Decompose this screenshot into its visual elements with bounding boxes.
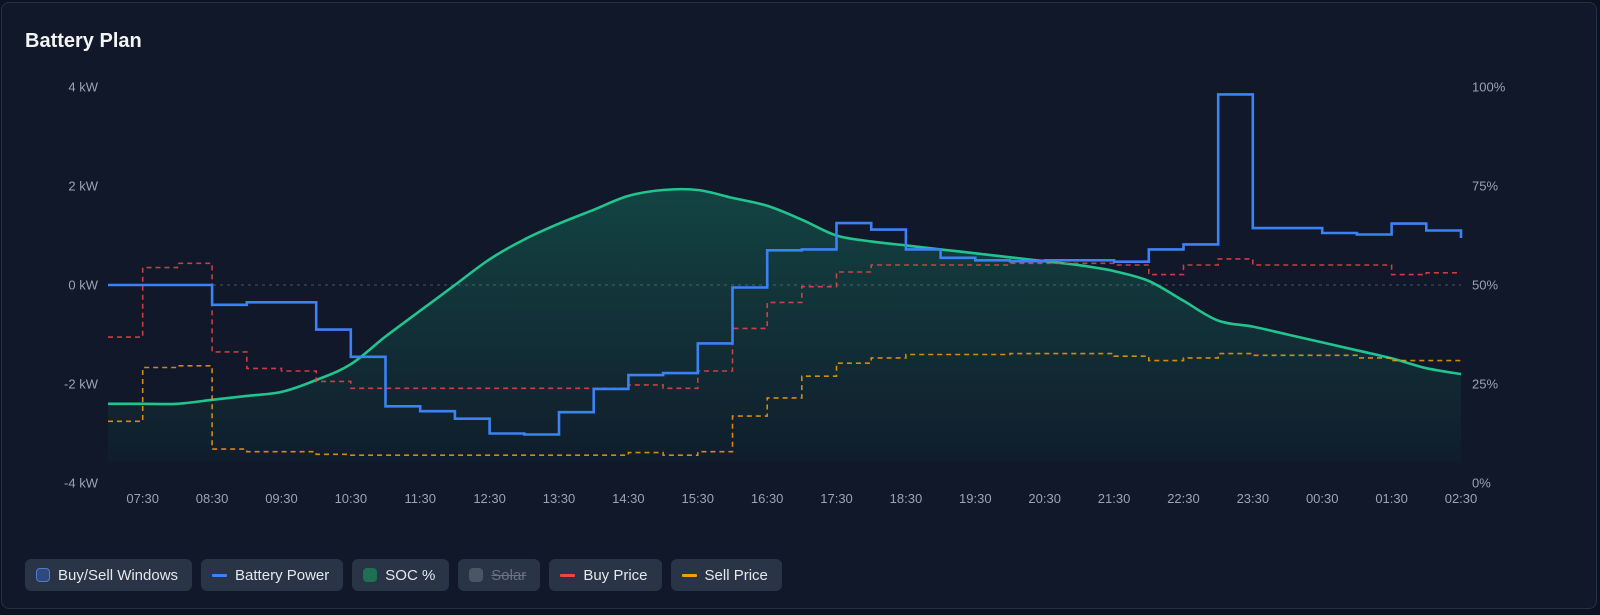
x-tick-label: 11:30: [404, 491, 436, 506]
x-tick-label: 14:30: [612, 491, 645, 506]
y-left-tick-label: 4 kW: [68, 80, 98, 95]
y-right-tick-label: 100%: [1472, 80, 1506, 95]
legend-swatch-icon: [363, 568, 378, 582]
legend-item-battery-power[interactable]: Battery Power: [201, 559, 344, 591]
x-tick-label: 15:30: [681, 491, 714, 506]
x-tick-label: 02:30: [1445, 491, 1478, 506]
chart-legend: Buy/Sell Windows Battery Power SOC % Solar B…: [25, 559, 782, 591]
x-tick-label: 23:30: [1237, 491, 1270, 506]
y-left-tick-label: -4 kW: [64, 476, 99, 491]
soc-line: [108, 187, 1462, 406]
x-tick-label: 22:30: [1167, 491, 1200, 506]
y-right-tick-label: 75%: [1472, 179, 1498, 194]
legend-label: Buy/Sell Windows: [58, 566, 179, 584]
y-right-tick-label: 50%: [1472, 278, 1498, 293]
legend-label: Buy Price: [583, 566, 648, 584]
legend-swatch-icon: [469, 568, 484, 582]
x-tick-label: 17:30: [820, 491, 853, 506]
legend-label: SOC %: [385, 566, 436, 584]
battery-power-line: [108, 93, 1463, 436]
soc-area: [108, 189, 1461, 461]
x-tick-label: 13:30: [543, 491, 576, 506]
legend-swatch-icon: [36, 568, 50, 582]
y-right-tick-label: 25%: [1472, 377, 1498, 392]
x-tick-label: 16:30: [751, 491, 784, 506]
battery-plan-chart: 4 kW 2 kW 0 kW -2 kW -4 kW 100% 75% 50% 25% 0% 07:…: [64, 80, 1506, 507]
legend-label: Battery Power: [235, 566, 330, 584]
x-tick-label: 10:30: [335, 491, 368, 506]
x-tick-label: 08:30: [196, 491, 229, 506]
x-tick-label: 12:30: [473, 491, 506, 506]
x-tick-label: 09:30: [265, 491, 298, 506]
x-tick-label: 20:30: [1028, 491, 1061, 506]
legend-item-soc[interactable]: SOC %: [352, 559, 450, 591]
y-left-tick-label: -2 kW: [64, 377, 99, 392]
y-left-tick-label: 2 kW: [68, 179, 98, 194]
legend-item-sell-price[interactable]: Sell Price: [670, 559, 782, 591]
legend-label: Sell Price: [704, 566, 768, 584]
x-tick-label: 18:30: [890, 491, 923, 506]
legend-item-buy-sell-windows[interactable]: Buy/Sell Windows: [25, 559, 193, 591]
legend-item-solar[interactable]: Solar: [458, 559, 541, 591]
legend-swatch-icon: [212, 573, 228, 577]
legend-swatch-icon: [681, 573, 697, 577]
y-right-tick-label: 0%: [1472, 476, 1491, 491]
y-left-tick-label: 0 kW: [68, 278, 98, 293]
x-tick-label: 21:30: [1098, 491, 1131, 506]
x-tick-label: 00:30: [1306, 491, 1339, 506]
x-tick-label: 01:30: [1375, 491, 1408, 506]
sell-price-line: [108, 352, 1461, 456]
x-tick-label: 07:30: [126, 491, 159, 506]
legend-label: Solar: [491, 566, 527, 584]
legend-swatch-icon: [560, 573, 576, 577]
card-title: Battery Plan: [25, 30, 142, 52]
legend-item-buy-price[interactable]: Buy Price: [549, 559, 662, 591]
x-tick-label: 19:30: [959, 491, 992, 506]
